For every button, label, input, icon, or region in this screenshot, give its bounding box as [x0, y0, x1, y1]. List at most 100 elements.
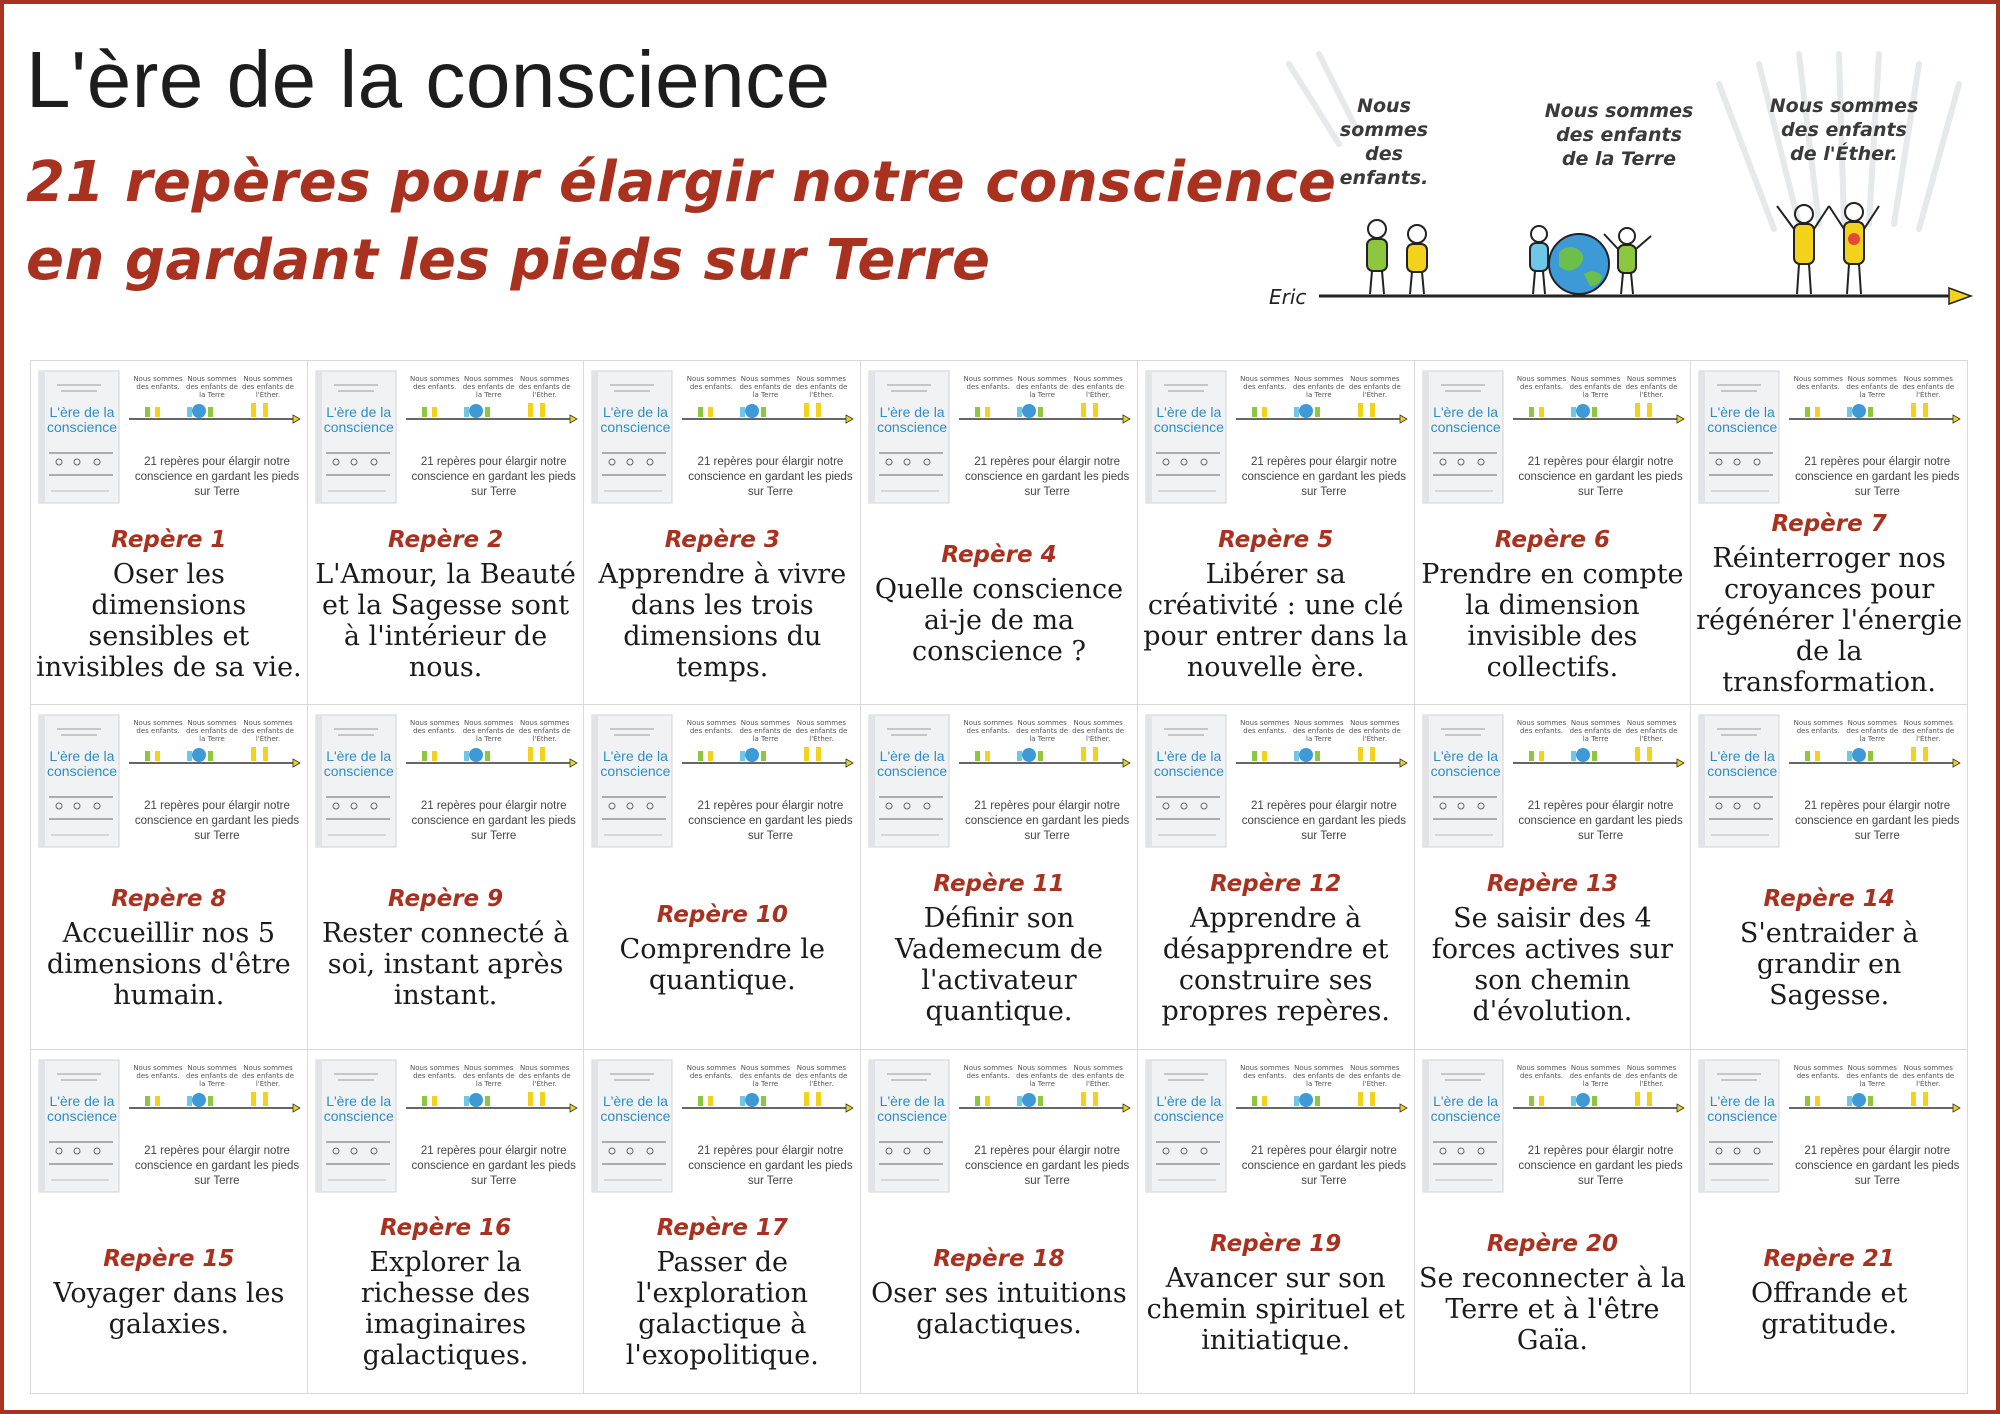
header-illustration: Eric [1259, 24, 1979, 324]
card-text-block: Repère 3 Apprendre à vivre dans les troi… [588, 511, 856, 698]
card-image-caption: 21 repères pour élargir notre conscience… [1795, 800, 1960, 843]
card-repere-3[interactable]: L'ère de la conscience Nous sommes des e… [584, 361, 862, 706]
card-repere-5[interactable]: L'ère de la conscience Nous sommes des e… [1137, 361, 1415, 706]
card-thumbnail: L'ère de la conscience Nous sommes des e… [1144, 711, 1408, 851]
card-illustration-caption-2: Nous sommes des enfants de la Terre [1292, 375, 1345, 399]
card-thumbnail: L'ère de la conscience Nous sommes des e… [1697, 367, 1962, 507]
card-repere-17[interactable]: L'ère de la conscience Nous sommes des e… [584, 1049, 862, 1394]
card-illustration-caption-2: Nous sommes des enfants de la Terre [1846, 1063, 1899, 1088]
card-book-title: L'ère de la conscience [1707, 748, 1778, 780]
card-label: Repère 2 [387, 526, 504, 553]
card-text-block: Repère 11 Définir son Vademecum de l'act… [865, 855, 1133, 1042]
card-label: Repère 15 [103, 1246, 235, 1273]
card-repere-13[interactable]: L'ère de la conscience Nous sommes des e… [1414, 705, 1692, 1050]
page-title: L'ère de la conscience [26, 35, 831, 124]
card-repere-14[interactable]: L'ère de la conscience Nous sommes des e… [1691, 705, 1968, 1050]
card-repere-4[interactable]: L'ère de la conscience Nous sommes des e… [861, 361, 1138, 706]
book-cover-icon [1698, 1059, 1962, 1193]
card-thumbnail: L'ère de la conscience Nous sommes des e… [590, 1056, 855, 1196]
card-description: Se saisir des 4 forces actives sur son c… [1431, 902, 1674, 1027]
card-image-caption: 21 repères pour élargir notre conscience… [1795, 1144, 1960, 1187]
card-illustration-caption-1: Nous sommes des enfants. [686, 375, 737, 391]
card-thumbnail: L'ère de la conscience Nous sommes des e… [867, 1056, 1131, 1196]
card-text-block: Repère 13 Se saisir des 4 forces actives… [1419, 855, 1687, 1042]
card-image-caption: 21 repères pour élargir notre conscience… [688, 800, 853, 843]
card-illustration-caption-1: Nous sommes des enfants. [686, 719, 737, 736]
card-illustration-caption-2: Nous sommes des enfants de la Terre [462, 375, 515, 399]
card-label: Repère 1 [111, 526, 227, 553]
card-image-caption: 21 repères pour élargir notre conscience… [1241, 800, 1406, 843]
card-repere-7[interactable]: L'ère de la conscience Nous sommes des e… [1691, 361, 1968, 706]
card-book-title: L'ère de la conscience [1707, 404, 1778, 435]
card-repere-2[interactable]: L'ère de la conscience Nous sommes des e… [307, 361, 585, 706]
card-illustration-caption-1: Nous sommes des enfants. [1793, 719, 1843, 736]
card-label: Repère 17 [656, 1215, 788, 1242]
card-repere-19[interactable]: L'ère de la conscience Nous sommes des e… [1137, 1049, 1415, 1394]
card-label: Repère 8 [111, 886, 227, 913]
card-thumbnail: L'ère de la conscience Nous sommes des e… [37, 367, 301, 507]
card-description: Apprendre à désapprendre et construire s… [1161, 902, 1390, 1027]
card-text-block: Repère 1 Oser les dimensions sensibles e… [35, 511, 303, 698]
card-illustration-caption-1: Nous sommes des enfants. [133, 719, 183, 736]
card-text-block: Repère 19 Avancer sur son chemin spiritu… [1142, 1200, 1410, 1387]
card-illustration-caption-1: Nous sommes des enfants. [1793, 375, 1843, 391]
card-repere-1[interactable]: L'ère de la conscience Nous sommes des e… [31, 361, 308, 706]
card-description: Accueillir nos 5 dimensions d'être humai… [46, 918, 291, 1012]
card-repere-16[interactable]: L'ère de la conscience Nous sommes des e… [307, 1049, 585, 1394]
card-image-caption: 21 repères pour élargir notre conscience… [1518, 1144, 1683, 1187]
card-illustration-caption-3: Nous sommes des enfants de l'Éther. [1348, 719, 1401, 744]
card-repere-15[interactable]: L'ère de la conscience Nous sommes des e… [31, 1049, 308, 1394]
card-repere-21[interactable]: L'ère de la conscience Nous sommes des e… [1691, 1049, 1968, 1394]
book-cover-icon [38, 370, 301, 504]
card-repere-9[interactable]: L'ère de la conscience Nous sommes des e… [307, 705, 585, 1050]
card-thumbnail: L'ère de la conscience Nous sommes des e… [867, 367, 1131, 507]
card-illustration-caption-2: Nous sommes des enfants de la Terre [462, 719, 515, 744]
card-book-title: L'ère de la conscience [47, 1092, 118, 1124]
card-repere-12[interactable]: L'ère de la conscience Nous sommes des e… [1137, 705, 1415, 1050]
card-image-caption: 21 repères pour élargir notre conscience… [1241, 456, 1406, 498]
card-book-title: L'ère de la conscience [1153, 1092, 1224, 1124]
book-cover-icon [1145, 714, 1408, 848]
card-thumbnail: L'ère de la conscience Nous sommes des e… [1421, 711, 1685, 851]
card-label: Repère 6 [1494, 526, 1611, 553]
card-illustration-caption-3: Nous sommes des enfants de l'Éther. [1348, 1063, 1401, 1088]
card-label: Repère 13 [1486, 870, 1619, 897]
card-image-caption: 21 repères pour élargir notre conscience… [411, 456, 576, 498]
card-text-block: Repère 7 Réinterroger nos croyances pour… [1695, 511, 1963, 698]
card-illustration-caption-3: Nous sommes des enfants de l'Éther. [242, 375, 294, 399]
card-thumbnail: L'ère de la conscience Nous sommes des e… [37, 711, 301, 851]
card-label: Repère 18 [933, 1246, 1065, 1273]
card-thumbnail: L'ère de la conscience Nous sommes des e… [314, 1056, 578, 1196]
card-repere-10[interactable]: L'ère de la conscience Nous sommes des e… [584, 705, 862, 1050]
card-repere-11[interactable]: L'ère de la conscience Nous sommes des e… [861, 705, 1138, 1050]
card-repere-18[interactable]: L'ère de la conscience Nous sommes des e… [861, 1049, 1138, 1394]
card-illustration-caption-3: Nous sommes des enfants de l'Éther. [1902, 719, 1955, 744]
card-label: Repère 14 [1763, 886, 1895, 913]
card-illustration-caption-3: Nous sommes des enfants de l'Éther. [1625, 1063, 1678, 1088]
card-thumbnail: L'ère de la conscience Nous sommes des e… [37, 1056, 301, 1196]
book-cover-icon [315, 370, 578, 504]
card-repere-8[interactable]: L'ère de la conscience Nous sommes des e… [31, 705, 308, 1050]
card-label: Repère 10 [656, 901, 788, 928]
card-illustration-caption-3: Nous sommes des enfants de l'Éther. [795, 1063, 848, 1088]
card-book-title: L'ère de la conscience [1430, 748, 1501, 780]
card-thumbnail: L'ère de la conscience Nous sommes des e… [1697, 711, 1962, 851]
card-text-block: Repère 4 Quelle conscience ai-je de ma c… [865, 511, 1133, 698]
card-illustration-caption-3: Nous sommes des enfants de l'Éther. [1072, 719, 1125, 744]
card-description: Réinterroger nos croyances pour régénére… [1696, 543, 1963, 699]
card-label: Repère 19 [1210, 1230, 1342, 1257]
card-repere-20[interactable]: L'ère de la conscience Nous sommes des e… [1414, 1049, 1692, 1394]
card-image-caption: 21 repères pour élargir notre conscience… [964, 456, 1130, 498]
card-text-block: Repère 14 S'entraider à grandir en Sages… [1695, 855, 1963, 1042]
card-illustration-caption-2: Nous sommes des enfants de la Terre [739, 375, 792, 399]
card-description: Explorer la richesse des imaginaires gal… [360, 1247, 531, 1372]
card-label: Repère 11 [933, 870, 1065, 897]
card-label: Repère 21 [1763, 1246, 1895, 1273]
card-illustration-caption-2: Nous sommes des enfants de la Terre [462, 1063, 515, 1088]
card-illustration-caption-3: Nous sommes des enfants de l'Éther. [518, 1063, 571, 1088]
card-illustration-caption-2: Nous sommes des enfants de la Terre [1292, 1063, 1345, 1088]
card-illustration-caption-2: Nous sommes des enfants de la Terre [1016, 375, 1069, 399]
card-repere-6[interactable]: L'ère de la conscience Nous sommes des e… [1414, 361, 1692, 706]
book-cover-icon [1422, 370, 1685, 504]
card-label: Repère 3 [664, 526, 780, 553]
